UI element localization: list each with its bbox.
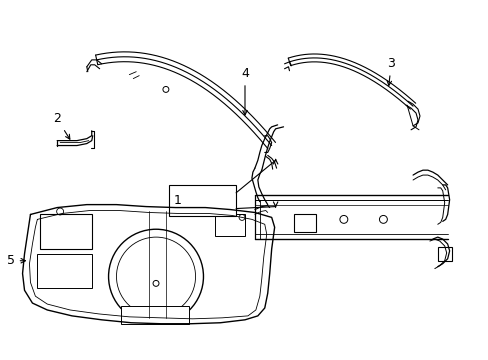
Text: 3: 3 — [386, 57, 394, 85]
Bar — [168, 185, 236, 216]
Bar — [37, 254, 92, 288]
Bar — [41, 215, 92, 249]
Text: 2: 2 — [53, 112, 70, 139]
Bar — [437, 247, 451, 261]
Bar — [121, 306, 188, 324]
Bar — [294, 215, 316, 232]
Bar — [215, 215, 244, 236]
Text: 5: 5 — [7, 254, 25, 267]
Text: 1: 1 — [173, 194, 182, 207]
Text: 4: 4 — [241, 67, 248, 115]
